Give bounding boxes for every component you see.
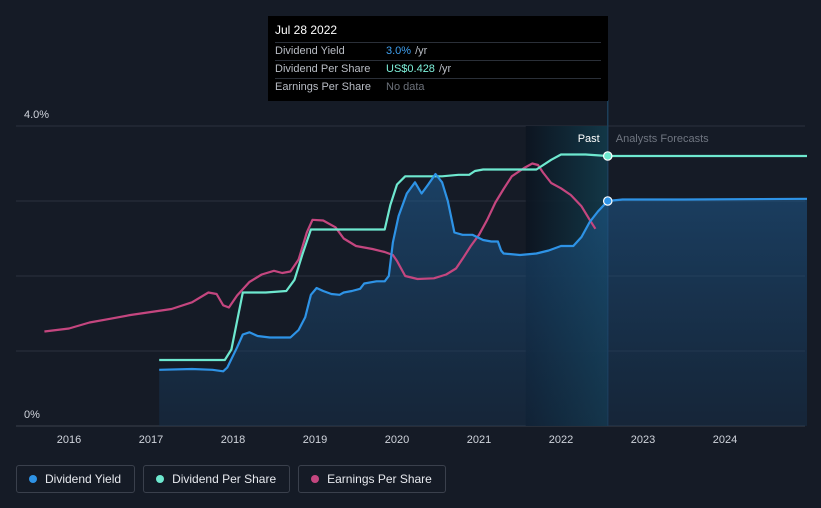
x-tick-label: 2021 <box>467 434 491 446</box>
tooltip-label: Dividend Per Share <box>275 63 371 75</box>
x-tick-label: 2019 <box>303 434 327 446</box>
yield-area <box>159 174 807 426</box>
legend-dot-icon <box>311 475 320 483</box>
tooltip-unit: /yr <box>415 45 428 57</box>
y-tick-label: 4.0% <box>24 109 49 121</box>
dividend-per-share-marker <box>602 151 613 161</box>
y-tick-label: 0% <box>24 409 40 421</box>
tooltip-value: No data <box>386 81 425 93</box>
legend-label: Earnings Per Share <box>327 472 432 486</box>
tooltip-row-yield: Dividend Yield 3.0% /yr <box>275 42 601 60</box>
dividend-per-share-line <box>159 153 807 362</box>
x-tick-label: 2024 <box>713 434 737 446</box>
series-lines <box>44 153 808 373</box>
legend-item-dividend-per-share[interactable]: Dividend Per Share <box>143 465 291 493</box>
tooltip-label: Earnings Per Share <box>275 81 371 93</box>
x-tick-label: 2020 <box>385 434 409 446</box>
x-tick-label: 2016 <box>57 434 81 446</box>
earnings-per-share-line <box>44 162 597 333</box>
yield-area-fill <box>159 174 807 426</box>
legend-dot-icon <box>156 475 165 483</box>
tooltip-value: US$0.428 <box>386 63 435 75</box>
axis-labels: 2016 2017 2018 2019 2020 2021 2022 2023 2024 4.0%… <box>24 109 737 446</box>
forecast-label: Analysts Forecasts <box>616 133 709 145</box>
past-label: Past <box>578 133 600 145</box>
tooltip-unit: /yr <box>438 63 452 75</box>
tooltip-row-eps: Earnings Per Share No data <box>275 78 601 96</box>
hover-markers <box>602 151 613 206</box>
legend-label: Dividend Yield <box>45 472 122 486</box>
tooltip-value: 3.0% <box>386 45 412 57</box>
x-tick-label: 2022 <box>549 434 573 446</box>
tooltip-row-dps: Dividend Per Share US$0.428 /yr <box>275 60 601 78</box>
x-tick-label: 2018 <box>221 434 245 446</box>
tooltip-panel: Jul 28 2022 Dividend Yield 3.0% /yr Divi… <box>268 16 608 101</box>
dividend-yield-marker <box>602 196 613 206</box>
tooltip-label: Dividend Yield <box>275 45 345 57</box>
legend-item-dividend-yield[interactable]: Dividend Yield <box>16 465 136 493</box>
dividend-yield-line <box>159 172 808 373</box>
x-tick-label: 2017 <box>139 434 163 446</box>
legend-item-earnings-per-share[interactable]: Earnings Per Share <box>298 465 446 493</box>
chart-legend: Dividend Yield Dividend Per Share Earnin… <box>16 465 446 493</box>
x-tick-label: 2023 <box>631 434 655 446</box>
legend-label: Dividend Per Share <box>172 472 277 486</box>
legend-dot-icon <box>29 475 37 483</box>
tooltip-date: Jul 28 2022 <box>275 23 338 37</box>
